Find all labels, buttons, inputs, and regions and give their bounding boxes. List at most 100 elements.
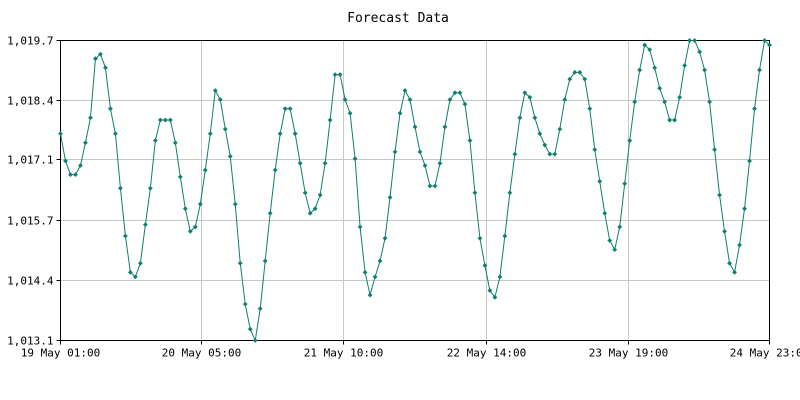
data-point bbox=[407, 97, 413, 102]
data-point bbox=[602, 210, 608, 216]
data-point bbox=[442, 124, 448, 130]
data-point bbox=[152, 138, 158, 143]
data-point bbox=[642, 42, 648, 48]
y-tick-label: 1,019.7 bbox=[7, 35, 53, 48]
data-point bbox=[637, 67, 643, 73]
data-point bbox=[387, 194, 393, 200]
data-point bbox=[192, 224, 198, 230]
data-point bbox=[267, 210, 273, 216]
data-point bbox=[722, 229, 727, 234]
data-point bbox=[472, 190, 478, 196]
x-tick-label: 23 May 19:00 bbox=[589, 347, 668, 360]
data-point bbox=[162, 117, 168, 123]
data-point bbox=[557, 126, 563, 132]
data-point bbox=[307, 210, 313, 216]
grid-layer bbox=[60, 40, 770, 341]
data-point bbox=[157, 117, 163, 123]
data-point bbox=[767, 42, 772, 48]
data-point bbox=[98, 51, 103, 57]
data-point bbox=[232, 201, 238, 207]
data-point bbox=[717, 192, 722, 198]
data-point bbox=[412, 124, 418, 130]
data-point bbox=[118, 185, 123, 191]
data-point bbox=[137, 260, 143, 266]
data-point bbox=[527, 94, 533, 100]
data-point bbox=[257, 306, 263, 312]
data-point bbox=[362, 269, 368, 275]
y-tick-label: 1,015.7 bbox=[7, 215, 53, 228]
data-point bbox=[522, 90, 528, 96]
data-point bbox=[397, 110, 403, 116]
data-point bbox=[727, 260, 732, 266]
data-point bbox=[542, 142, 548, 148]
y-tick-label: 1,018.4 bbox=[7, 95, 54, 108]
data-point bbox=[282, 106, 288, 112]
data-point bbox=[217, 97, 223, 102]
data-point bbox=[477, 235, 483, 241]
data-point bbox=[552, 151, 558, 157]
data-point bbox=[712, 147, 717, 152]
data-point bbox=[437, 160, 443, 166]
data-point bbox=[432, 183, 438, 189]
data-point bbox=[372, 274, 378, 280]
data-point bbox=[277, 131, 283, 137]
data-point bbox=[612, 247, 618, 252]
data-point bbox=[422, 163, 428, 168]
data-point bbox=[607, 238, 613, 243]
x-tick-label: 21 May 10:00 bbox=[304, 347, 383, 360]
data-point bbox=[577, 69, 583, 75]
data-point bbox=[167, 117, 173, 123]
data-point bbox=[457, 90, 463, 96]
x-tick-label: 19 May 01:00 bbox=[21, 347, 100, 360]
data-point bbox=[128, 269, 133, 275]
data-point bbox=[392, 149, 398, 155]
data-point bbox=[252, 338, 258, 343]
chart-title: Forecast Data bbox=[347, 11, 449, 26]
data-point bbox=[297, 160, 303, 166]
x-tick-label: 22 May 14:00 bbox=[447, 347, 526, 360]
data-point bbox=[332, 72, 338, 77]
data-point bbox=[662, 99, 668, 105]
data-point bbox=[547, 151, 553, 157]
data-point bbox=[68, 172, 73, 177]
data-point bbox=[342, 97, 348, 102]
data-point bbox=[507, 190, 513, 196]
y-tick-label: 1,017.1 bbox=[7, 154, 53, 167]
data-point bbox=[108, 106, 113, 112]
data-point bbox=[207, 131, 213, 137]
data-point bbox=[647, 47, 653, 52]
data-point bbox=[312, 206, 318, 212]
data-point bbox=[222, 126, 228, 132]
y-axis-ticks: 1,013.1 1,014.4 1,015.7 1,017.1 1,018.4 1,019… bbox=[7, 35, 61, 348]
data-point bbox=[172, 140, 178, 146]
data-point bbox=[567, 76, 573, 82]
data-point bbox=[377, 258, 383, 264]
data-point bbox=[88, 115, 93, 121]
data-point bbox=[447, 97, 453, 102]
data-point bbox=[427, 183, 433, 189]
data-point bbox=[587, 106, 593, 112]
data-point bbox=[502, 233, 508, 239]
data-point bbox=[382, 235, 388, 241]
data-point bbox=[132, 274, 138, 280]
series-layer bbox=[58, 38, 772, 343]
data-point bbox=[627, 138, 633, 143]
data-point bbox=[622, 181, 628, 187]
data-point bbox=[572, 69, 578, 75]
data-point bbox=[337, 72, 343, 77]
data-point bbox=[517, 115, 523, 121]
x-tick-label: 20 May 05:00 bbox=[162, 347, 241, 360]
data-point bbox=[197, 201, 203, 207]
data-point bbox=[322, 160, 328, 166]
data-point bbox=[592, 147, 598, 152]
data-point bbox=[697, 49, 702, 55]
data-point bbox=[462, 101, 468, 107]
data-point bbox=[63, 158, 68, 164]
y-tick-label: 1,013.1 bbox=[7, 335, 53, 348]
data-point bbox=[617, 224, 623, 230]
data-point bbox=[682, 63, 688, 68]
data-point bbox=[707, 99, 712, 105]
data-point bbox=[487, 288, 493, 293]
data-point bbox=[247, 326, 253, 332]
data-point bbox=[182, 206, 188, 212]
